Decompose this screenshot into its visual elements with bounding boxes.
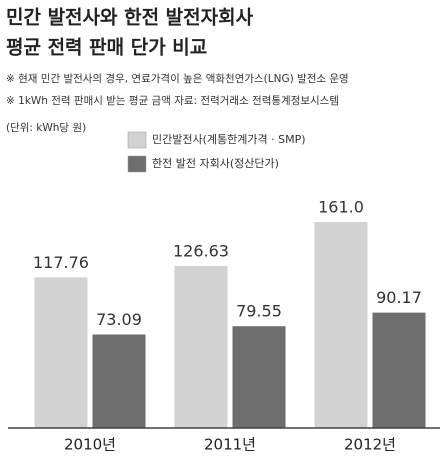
- bar: [314, 222, 368, 428]
- chart-title: 평균 전력 판매 단가 비교: [6, 37, 207, 59]
- bar: [232, 326, 286, 428]
- x-tick-label: 2010년: [64, 436, 116, 454]
- legend-swatch: [127, 131, 147, 149]
- value-label: 79.55: [236, 302, 282, 321]
- legend-swatch: [127, 155, 147, 173]
- value-label: 73.09: [96, 310, 142, 329]
- unit-label: (단위: kWh당 원): [6, 121, 86, 134]
- note: ※ 1kWh 전력 판매시 받는 평균 금액 자료: 전력거래소 전력통계정보시…: [6, 95, 339, 107]
- value-label: 161.0: [318, 198, 364, 217]
- value-label: 126.63: [173, 241, 229, 260]
- bar: [34, 277, 88, 428]
- value-label: 90.17: [376, 288, 422, 307]
- bar: [92, 334, 146, 428]
- value-label: 117.76: [33, 253, 89, 272]
- chart-title: 민간 발전사와 한전 발전자회사: [6, 7, 254, 29]
- bar: [174, 265, 228, 428]
- legend-label: 한전 발전 자회사(정산단가): [152, 157, 279, 170]
- x-tick-label: 2011년: [204, 436, 256, 454]
- x-tick-label: 2012년: [344, 436, 396, 454]
- bar: [372, 312, 426, 428]
- note: ※ 현재 민간 발전사의 경우, 연료가격이 높은 액화천연가스(LNG) 발전…: [6, 72, 349, 85]
- legend-label: 민간발전사(계통한계가격 · SMP): [152, 133, 306, 146]
